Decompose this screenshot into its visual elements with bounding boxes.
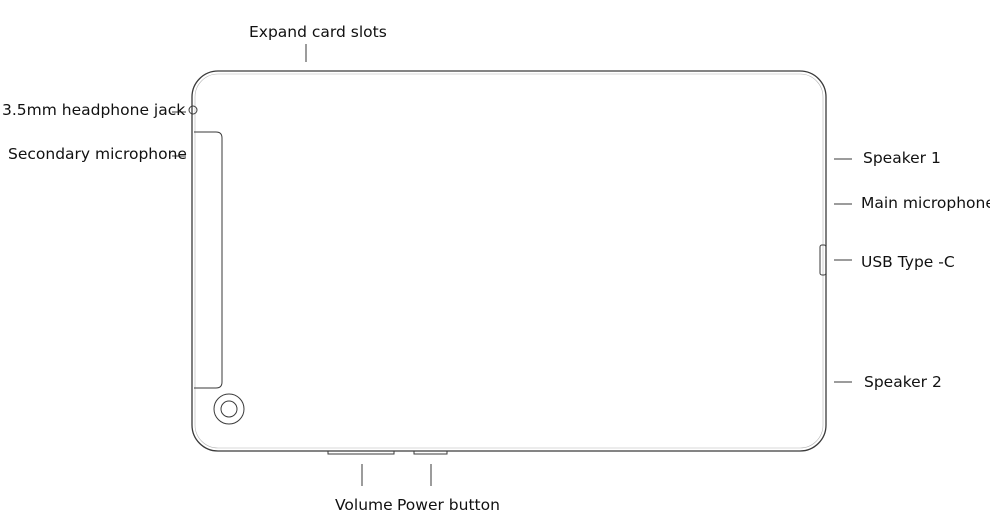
label-speaker-1: Speaker 1 [863, 149, 941, 167]
label-secondary-microphone: Secondary microphone [8, 145, 187, 163]
label-headphone-jack: 3.5mm headphone jack [2, 101, 186, 119]
label-usb-type-c: USB Type -C [861, 253, 955, 271]
camera-lens-outer [213, 393, 245, 425]
volume-button [327, 450, 395, 455]
headphone-jack-port [188, 105, 198, 115]
label-speaker-2: Speaker 2 [864, 373, 942, 391]
label-expand-card-slots: Expand card slots [249, 23, 387, 41]
device-body-inner-edge [194, 73, 824, 449]
label-power-button: Power button [397, 496, 500, 514]
camera-lens-inner [220, 400, 238, 418]
camera-module-strip [194, 131, 223, 389]
label-volume: Volume [335, 496, 393, 514]
device-body [191, 70, 827, 452]
label-main-microphone: Main microphone [861, 194, 990, 212]
power-button [413, 450, 448, 455]
usb-c-port [819, 244, 827, 276]
